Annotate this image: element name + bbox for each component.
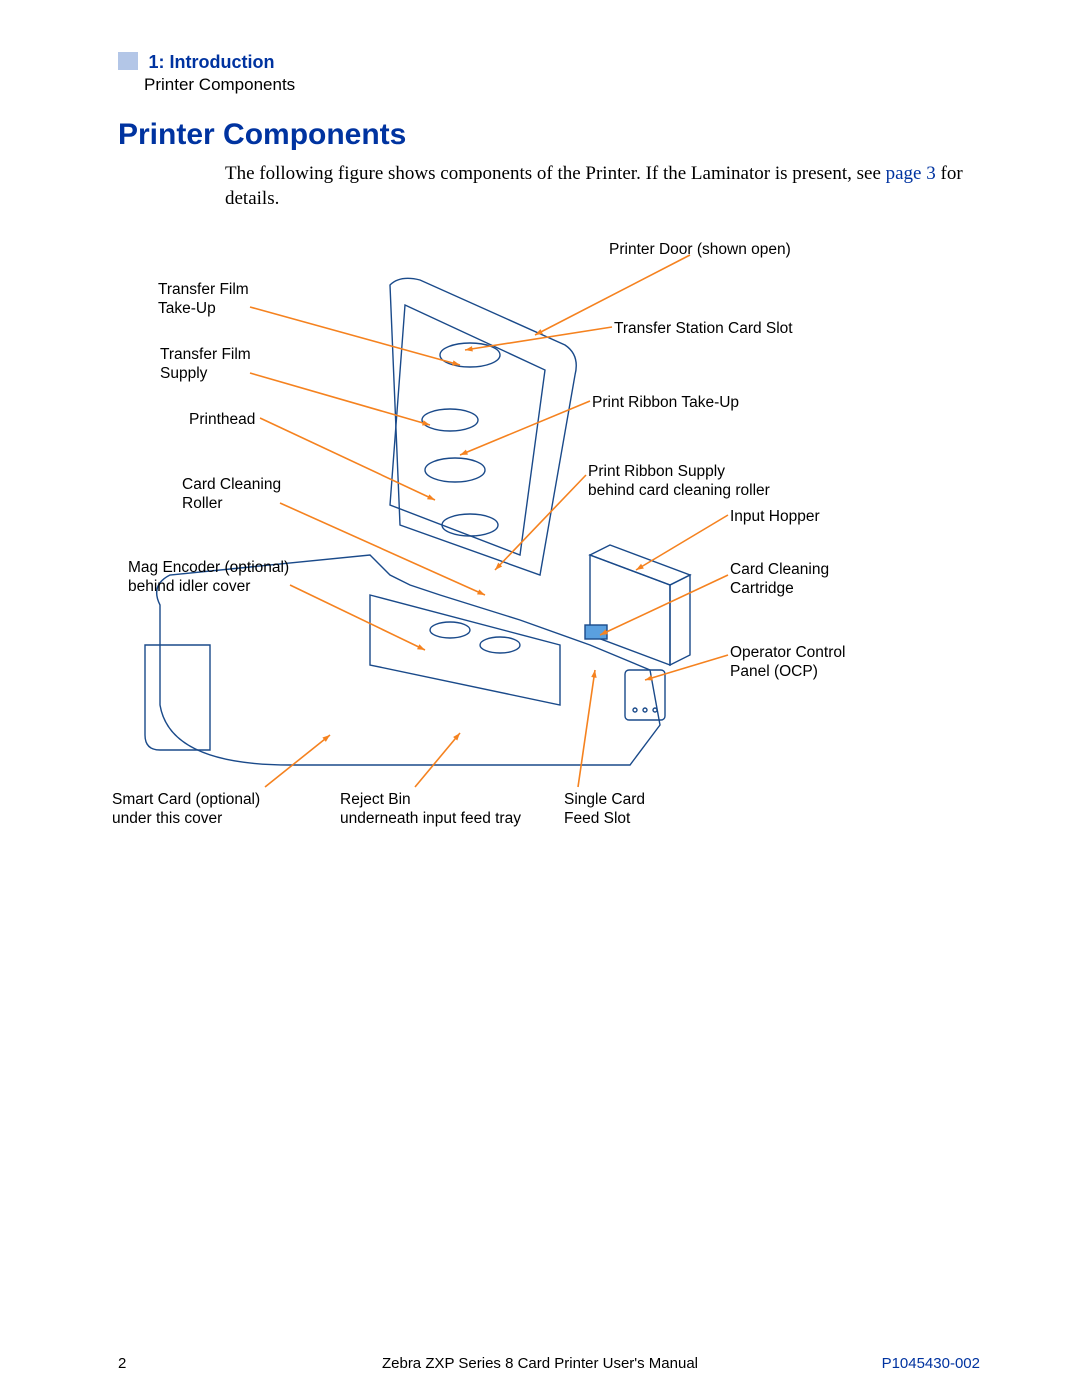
label-ocp: Operator Control Panel (OCP) <box>730 643 845 682</box>
label-card-cleaning-cart: Card Cleaning Cartridge <box>730 560 829 599</box>
label-smart-card: Smart Card (optional) under this cover <box>112 790 260 829</box>
intro-prefix: The following figure shows components of… <box>225 163 886 184</box>
label-transfer-film-supply: Transfer Film Supply <box>160 345 251 384</box>
header-accent-bar <box>118 52 138 70</box>
header-section: Printer Components <box>144 75 295 95</box>
header-chapter: 1: Introduction <box>148 52 274 72</box>
label-reject-bin: Reject Bin underneath input feed tray <box>340 790 521 829</box>
label-single-card: Single Card Feed Slot <box>564 790 645 829</box>
label-print-ribbon-supply: Print Ribbon Supply behind card cleaning… <box>588 462 770 501</box>
label-input-hopper: Input Hopper <box>730 507 820 526</box>
label-printhead: Printhead <box>189 410 255 429</box>
label-print-ribbon-takeup: Print Ribbon Take-Up <box>592 393 739 412</box>
page-link[interactable]: page 3 <box>886 163 936 184</box>
label-mag-encoder: Mag Encoder (optional) behind idler cove… <box>128 558 289 597</box>
label-transfer-station: Transfer Station Card Slot <box>614 319 793 338</box>
page-title: Printer Components <box>118 118 406 152</box>
label-transfer-film-takeup: Transfer Film Take-Up <box>158 280 249 319</box>
label-card-cleaning-roller: Card Cleaning Roller <box>182 475 281 514</box>
footer-doc-number: P1045430-002 <box>882 1355 980 1372</box>
intro-paragraph: The following figure shows components of… <box>225 162 965 211</box>
label-printer-door: Printer Door (shown open) <box>609 240 791 259</box>
page-header: 1: Introduction Printer Components <box>118 52 295 95</box>
printer-diagram: Printer Door (shown open) Transfer Film T… <box>90 225 990 905</box>
